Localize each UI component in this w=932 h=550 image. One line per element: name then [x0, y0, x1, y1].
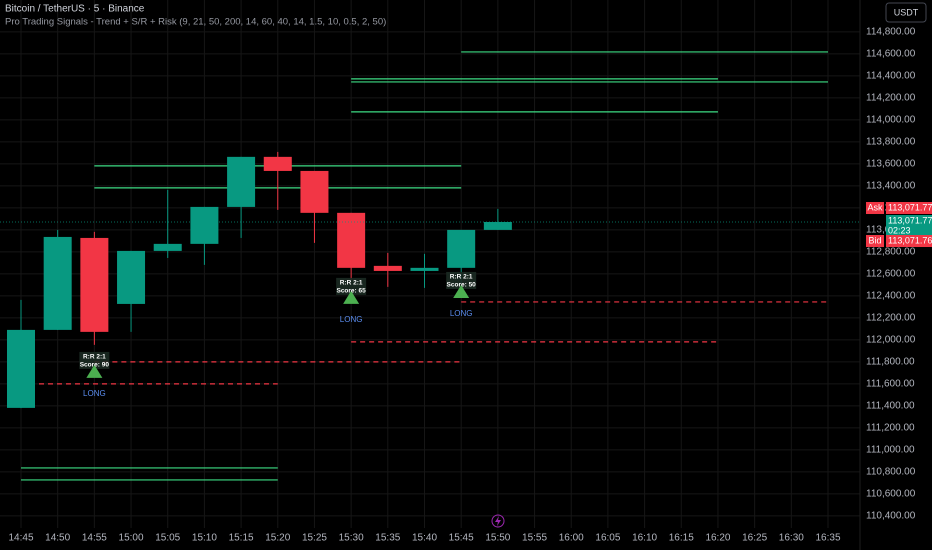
- signal-rr: R:R 2:1: [450, 274, 473, 281]
- bid-name: Bid: [868, 235, 881, 245]
- x-tick-label: 15:30: [339, 533, 364, 544]
- y-tick-label: 114,600.00: [866, 49, 916, 60]
- event-icon[interactable]: [491, 514, 505, 528]
- signal-arrow: [86, 364, 103, 378]
- bid-name-box: [866, 235, 884, 248]
- ask-price: 113,071.77: [888, 202, 932, 212]
- y-tick-label: 111,800.00: [866, 357, 915, 368]
- grid: [0, 0, 860, 528]
- x-tick-label: 16:30: [779, 533, 804, 544]
- y-tick-label: 114,200.00: [866, 93, 916, 104]
- x-tick-label: 14:50: [45, 533, 70, 544]
- signal-rr: R:R 2:1: [83, 354, 106, 361]
- signal-arrow: [343, 290, 360, 304]
- bid-box: [886, 235, 932, 248]
- x-tick-label: 15:40: [412, 533, 437, 544]
- candle-body: [410, 267, 439, 271]
- x-tick-label: 15:50: [485, 533, 510, 544]
- signal-action: LONG: [450, 309, 473, 318]
- x-tick-label: 16:05: [595, 533, 620, 544]
- x-tick-label: 16:10: [632, 533, 657, 544]
- y-tick-label: 114,000.00: [866, 115, 916, 126]
- x-tick-label: 16:35: [815, 533, 840, 544]
- signal-box: [336, 277, 367, 295]
- x-tick-label: 16:20: [705, 533, 730, 544]
- y-tick-label: 111,000.00: [866, 445, 915, 456]
- indicator-title: Pro Trading Signals - Trend + S/R + Risk…: [5, 17, 386, 28]
- x-tick-label: 15:55: [522, 533, 547, 544]
- countdown: 02:23: [888, 225, 911, 235]
- signal-score: Score: 50: [447, 282, 477, 289]
- candle-body: [300, 170, 329, 213]
- candle-body: [263, 156, 292, 171]
- x-tick-label: 14:55: [82, 533, 107, 544]
- y-tick-label: 112,400.00: [866, 291, 916, 302]
- signal-score: Score: 90: [80, 362, 110, 369]
- y-tick-label: 113,600.00: [866, 159, 916, 170]
- y-tick-label: 111,600.00: [866, 379, 915, 390]
- y-tick-label: 110,600.00: [866, 489, 916, 500]
- x-tick-label: 15:25: [302, 533, 327, 544]
- x-tick-label: 15:05: [155, 533, 180, 544]
- candle-body: [43, 236, 72, 330]
- chart-title: Bitcoin / TetherUS · 5 · Binance: [5, 4, 145, 15]
- signal-action: LONG: [83, 389, 106, 398]
- candle-body: [153, 243, 182, 251]
- signal-arrow: [453, 284, 470, 298]
- x-tick-label: 16:25: [742, 533, 767, 544]
- y-tick-label: 112,600.00: [866, 269, 916, 280]
- ask-name-box: [866, 202, 884, 215]
- candle-body: [373, 265, 402, 271]
- x-tick-label: 16:00: [559, 533, 584, 544]
- x-tick-label: 15:15: [229, 533, 254, 544]
- y-tick-label: 113,800.00: [866, 137, 916, 148]
- x-tick-label: 15:00: [119, 533, 144, 544]
- bid-price: 113,071.76: [888, 235, 932, 245]
- y-tick-label: 112,000.00: [866, 335, 916, 346]
- y-tick-label: 112,200.00: [866, 313, 916, 324]
- candle-body: [227, 156, 256, 207]
- y-tick-label: 111,200.00: [866, 423, 915, 434]
- currency-button[interactable]: [885, 2, 927, 23]
- candle-body: [337, 212, 366, 268]
- x-tick-label: 15:10: [192, 533, 217, 544]
- candle-body: [80, 237, 109, 332]
- axes: 110,400.00 110,600.00 110,800.00 111,000.00…: [8, 27, 932, 544]
- signal-box: [446, 271, 477, 289]
- last-price: 113,071.77: [888, 215, 932, 225]
- event-bolt: [495, 516, 501, 526]
- candle-body: [190, 206, 219, 244]
- ask-name: Ask: [867, 202, 883, 212]
- y-tick-label: 112,800.00: [866, 247, 916, 258]
- x-tick-label: 16:15: [669, 533, 694, 544]
- currency-label[interactable]: USDT: [894, 7, 919, 17]
- y-tick-label: 114,400.00: [866, 71, 916, 82]
- signal-rr: R:R 2:1: [340, 280, 363, 287]
- x-tick-label: 15:45: [449, 533, 474, 544]
- signal-action: LONG: [340, 315, 363, 324]
- y-tick-label: 110,400.00: [866, 511, 916, 522]
- y-tick-label: 110,800.00: [866, 467, 916, 478]
- candle-body: [117, 250, 146, 304]
- y-tick-label: 113,400.00: [866, 181, 916, 192]
- signal-box: [79, 351, 110, 369]
- candle-body: [7, 329, 35, 408]
- last-box: [886, 215, 932, 238]
- y-tick-label: 111,400.00: [866, 401, 915, 412]
- x-tick-label: 15:35: [375, 533, 400, 544]
- y-tick-label: 114,800.00: [866, 27, 916, 38]
- ask-box: [886, 202, 932, 215]
- candle-body: [483, 222, 512, 230]
- x-tick-label: 14:45: [8, 533, 33, 544]
- candle-body: [447, 229, 476, 268]
- signal-score: Score: 65: [336, 288, 366, 295]
- x-tick-label: 15:20: [265, 533, 290, 544]
